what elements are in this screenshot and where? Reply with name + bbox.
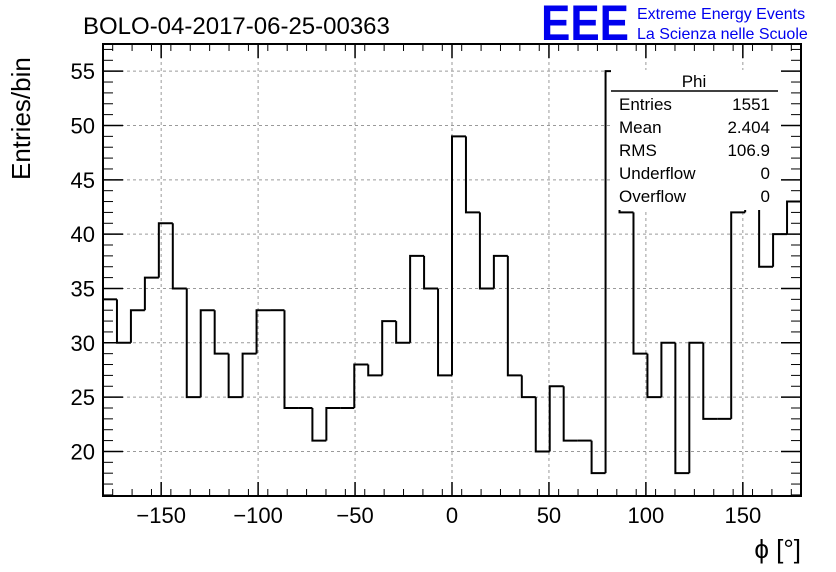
logo-line-1: Extreme Energy Events [637,6,805,23]
histogram-bin [674,342,690,475]
eee-logo: EEE Extreme Energy Events La Scienza nel… [541,0,808,51]
x-tick-label: −100 [233,503,283,528]
stats-box-background [611,70,778,210]
histogram-bin [534,397,550,453]
histogram-bin [381,320,397,376]
histogram-bin [646,353,662,399]
logo-line-2: La Scienza nelle Scuole [637,26,808,43]
x-tick-label: −150 [136,503,186,528]
histogram-bin [213,310,229,355]
y-tick-label: 25 [71,385,95,410]
stats-row-label: Underflow [619,164,696,183]
histogram-bin [255,309,271,354]
stats-row-label: Overflow [619,187,687,206]
histogram-bin [423,255,439,290]
histogram-bin [786,200,801,235]
histogram-bin [283,310,299,409]
histogram-bin [115,299,131,344]
histogram-bin [353,363,369,408]
stats-row-label: RMS [619,141,657,160]
y-tick-label: 55 [71,59,95,84]
x-tick-label: 100 [628,503,665,528]
histogram-bin [520,375,536,399]
stats-row-label: Entries [619,95,672,114]
histogram-bin [632,212,648,355]
histogram-bin [492,254,508,289]
histogram-bin [506,255,522,377]
x-tick-label: −50 [336,503,373,528]
x-axis-title: ϕ [°] [754,534,801,564]
histogram-bin [367,364,383,377]
stats-row-value: 2.404 [727,118,770,137]
stats-row-value: 0 [761,164,770,183]
tick-labels: −150 −100 −50 0 50 100 150 20 25 30 35 40 45 50 55 [71,59,762,528]
histogram-bin [464,136,480,214]
plot-frame [102,43,802,497]
histogram-bin [199,309,215,398]
x-tick-label: 0 [446,503,458,528]
stats-row-value: 0 [761,187,770,206]
histogram-bin [171,223,187,290]
y-tick-label: 20 [71,439,95,464]
stats-row-value: 106.9 [727,141,770,160]
y-tick-label: 30 [71,331,95,356]
y-axis-title: Entries/bin [6,57,36,180]
histogram-bin [548,385,564,452]
stats-title: Phi [682,72,707,91]
y-tick-label: 35 [71,276,95,301]
y-tick-label: 40 [71,222,95,247]
histogram-bin [157,222,173,278]
histogram-bin [143,276,159,311]
histogram-layer [103,70,801,475]
histogram-bin [478,212,494,290]
histogram-bin [758,201,774,268]
x-tick-label: 150 [724,503,761,528]
histogram-bin [437,288,452,377]
histogram-bin [660,341,676,398]
histogram-bin [129,309,145,343]
histogram-bin [227,353,243,399]
histogram-bin [562,386,578,442]
chart-title: BOLO-04-2017-06-25-00363 [83,13,390,40]
histogram-bin [185,288,201,399]
histogram-bin [395,321,411,344]
histogram-bin [702,342,718,420]
histogram-bin [730,211,746,419]
stats-box: Phi Entries 1551 Mean 2.404 RMS 106.9 Underflo… [611,70,778,210]
x-tick-label: 50 [537,503,561,528]
axis-ticks [103,44,801,496]
histogram-bin [325,406,341,441]
histogram-bin [688,341,704,474]
stats-row-label: Mean [619,118,662,137]
logo-mark: EEE [541,0,629,51]
y-tick-label: 50 [71,113,95,138]
histogram-bin [241,352,257,398]
histogram-bin [451,135,466,376]
y-tick-label: 45 [71,168,95,193]
histogram-bin [409,254,425,343]
histogram-bin [590,440,606,475]
histogram-bin [772,233,788,267]
stats-row-value: 1551 [732,95,770,114]
stats-rows: Entries 1551 Mean 2.404 RMS 106.9 Underflow 0 Ov… [619,95,770,206]
histogram-bin [311,407,327,442]
